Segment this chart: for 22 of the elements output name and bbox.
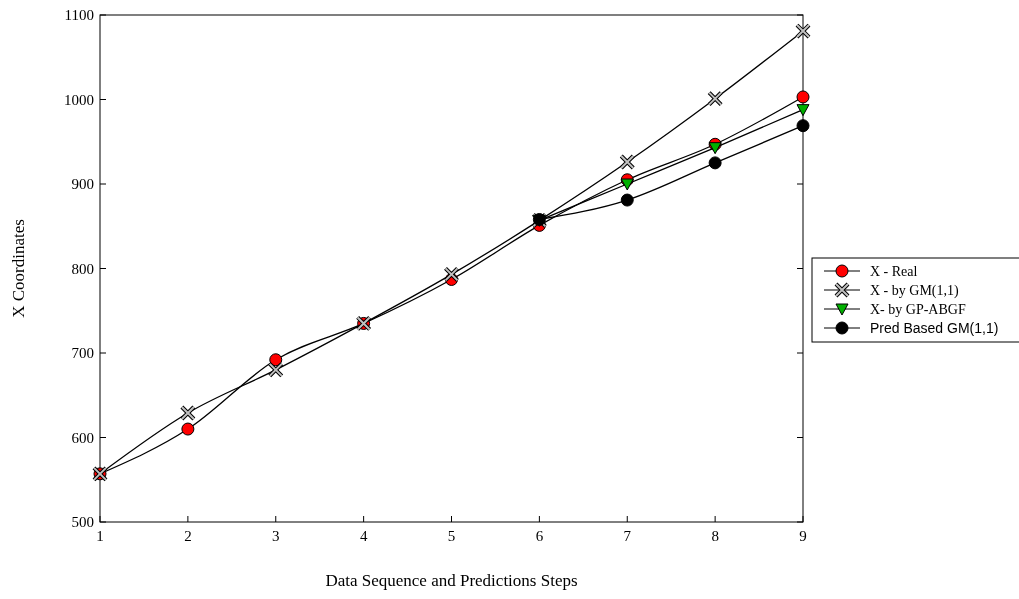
y-axis-title: X Coordinates	[9, 219, 28, 318]
x-axis-title: Data Sequence and Predictions Steps	[325, 571, 578, 590]
x-tick-label: 3	[272, 528, 280, 544]
x-tick-label: 7	[623, 528, 632, 544]
legend-label: X - Real	[870, 264, 918, 279]
legend-label: X- by GP-ABGF	[870, 302, 966, 317]
y-tick-label: 1000	[64, 91, 94, 108]
y-tick-label: 700	[71, 345, 94, 361]
x-tick-label: 8	[711, 528, 719, 544]
y-tick-label: 900	[71, 176, 94, 192]
y-tick-label: 500	[71, 514, 94, 530]
x-tick-label: 1	[96, 528, 104, 544]
y-tick-label: 1100	[64, 7, 94, 23]
legend-label: Pred Based GM(1,1)	[870, 320, 999, 336]
x-tick-label: 6	[535, 528, 544, 544]
y-tick-label: 600	[71, 429, 94, 446]
y-tick-label: 800	[71, 260, 94, 277]
x-tick-label: 5	[447, 528, 456, 544]
legend-label: X - by GM(1,1)	[870, 283, 959, 299]
x-tick-label: 4	[359, 528, 368, 544]
x-tick-label: 9	[799, 528, 807, 544]
x-tick-label: 2	[184, 528, 192, 544]
